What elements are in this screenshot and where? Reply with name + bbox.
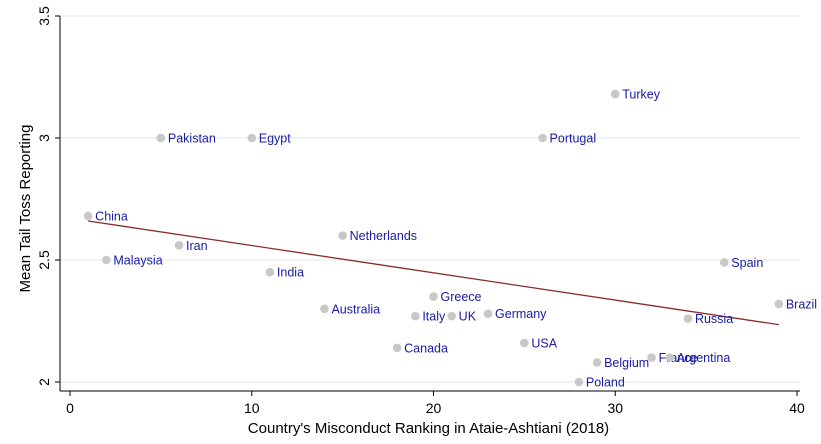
point-label-portugal: Portugal — [550, 132, 597, 146]
point-malaysia — [102, 255, 111, 265]
y-axis-title: Mean Tail Toss Reporting — [17, 125, 34, 293]
point-china — [83, 211, 93, 221]
gridlines — [60, 15, 800, 383]
point-label-russia: Russia — [695, 312, 733, 326]
point-label-greece: Greece — [441, 290, 482, 304]
point-label-egypt: Egypt — [259, 132, 291, 146]
point-label-usa: USA — [531, 336, 557, 350]
point-spain — [720, 258, 729, 267]
x-tick-label: 20 — [426, 400, 442, 416]
axes: 2 2.5 3 3.5 0 10 20 30 40 — [36, 6, 805, 416]
point-label-pakistan: Pakistan — [168, 132, 216, 146]
point-label-poland: Poland — [586, 376, 625, 390]
y-tick-label: 2 — [36, 378, 52, 386]
point-greece — [429, 292, 438, 301]
x-tick-label: 30 — [607, 400, 623, 416]
y-tick-label: 2.5 — [36, 250, 52, 270]
point-label-australia: Australia — [331, 302, 380, 316]
point-brazil — [774, 299, 784, 309]
point-egypt — [247, 133, 257, 143]
point-label-india: India — [277, 266, 304, 280]
point-pakistan — [156, 133, 166, 143]
point-portugal — [538, 133, 547, 143]
data-points: China Malaysia Pakistan Iran Egypt India Austr… — [83, 88, 817, 390]
point-netherlands — [338, 231, 347, 240]
point-france — [647, 353, 656, 362]
point-belgium — [592, 358, 602, 367]
fit-line-group — [88, 220, 779, 326]
x-tick-label: 0 — [66, 400, 74, 416]
point-germany — [483, 309, 493, 318]
y-tick-label: 3.5 — [36, 6, 52, 26]
point-label-china: China — [95, 210, 128, 224]
point-label-canada: Canada — [404, 341, 448, 355]
x-tick-label: 10 — [244, 400, 260, 416]
x-tick-label: 40 — [789, 400, 805, 416]
point-label-malaysia: Malaysia — [113, 254, 162, 268]
fit-line — [88, 220, 779, 326]
y-tick-label: 3 — [36, 134, 52, 142]
point-usa — [520, 338, 529, 348]
point-label-italy: Italy — [422, 310, 446, 324]
point-turkey — [610, 89, 620, 99]
point-label-iran: Iran — [186, 239, 208, 253]
x-axis-title: Country's Misconduct Ranking in Ataie-As… — [248, 420, 609, 437]
point-uk — [447, 311, 456, 321]
point-australia — [320, 304, 329, 314]
point-iran — [174, 241, 184, 250]
point-canada — [392, 343, 402, 353]
point-label-netherlands: Netherlands — [350, 229, 417, 243]
point-label-brazil: Brazil — [786, 297, 817, 311]
point-label-turkey: Turkey — [622, 88, 660, 102]
point-label-germany: Germany — [495, 307, 547, 321]
point-russia — [683, 314, 693, 323]
point-label-belgium: Belgium — [604, 356, 649, 370]
point-india — [265, 267, 275, 277]
point-poland — [574, 377, 584, 387]
point-argentina — [665, 353, 675, 362]
point-label-spain: Spain — [731, 256, 763, 270]
point-label-uk: UK — [459, 310, 477, 324]
point-italy — [411, 311, 420, 321]
point-label-argentina: Argentina — [677, 351, 731, 365]
